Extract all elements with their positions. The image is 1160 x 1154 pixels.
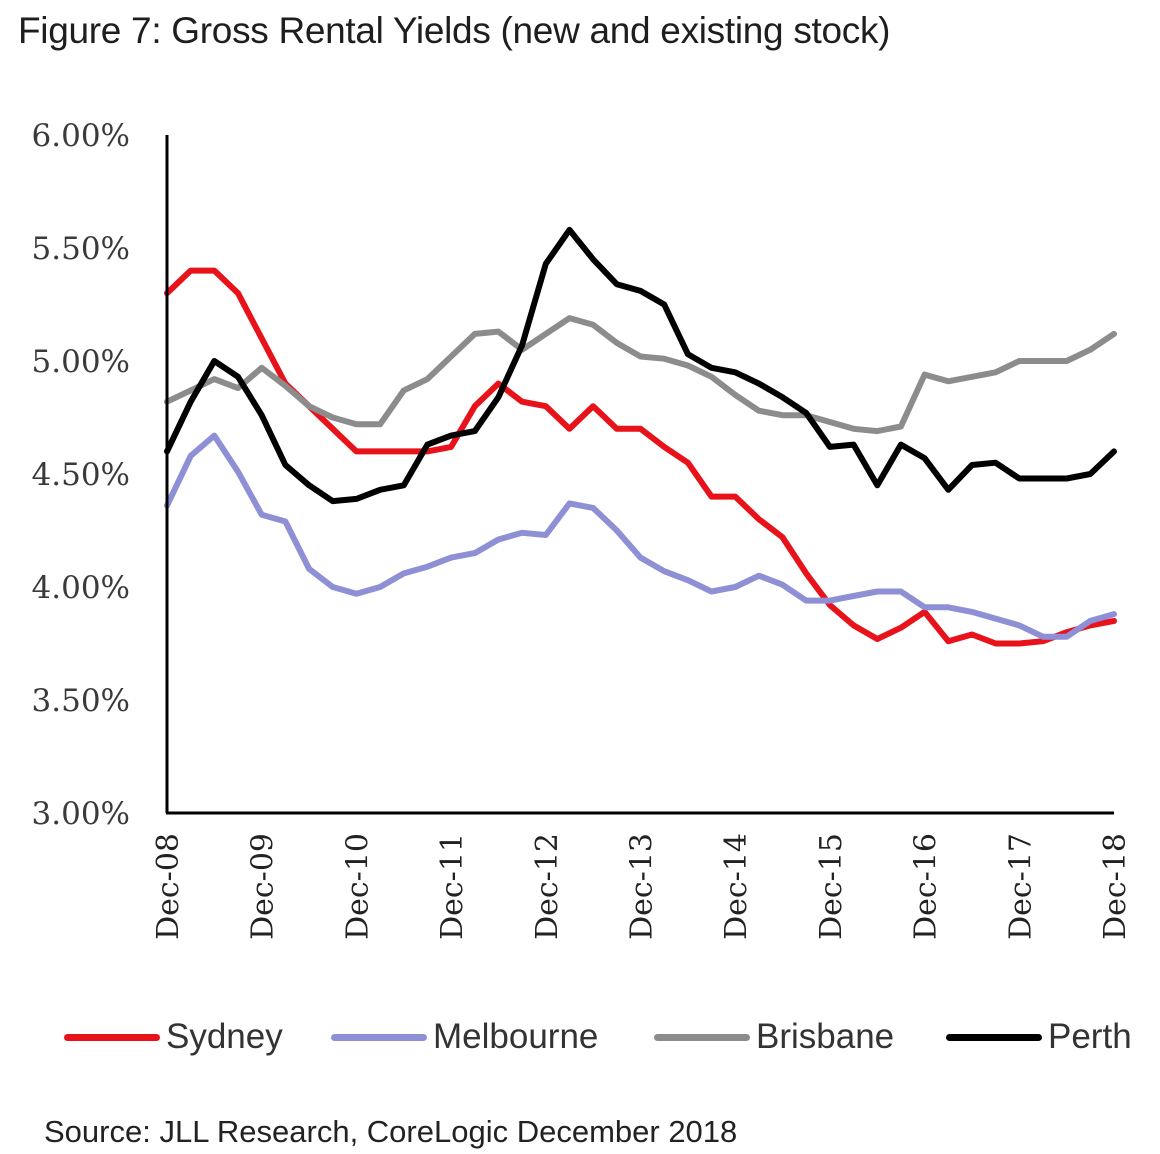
y-tick-label: 5.50% [32, 231, 130, 267]
legend-item-sydney: Sydney [64, 1012, 283, 1062]
x-tick-label: Dec-11 [435, 833, 470, 940]
x-tick-label: Dec-16 [909, 833, 944, 940]
x-tick-label: Dec-14 [719, 833, 754, 940]
y-tick-label: 4.00% [32, 570, 130, 606]
y-tick-label: 6.00% [32, 118, 130, 154]
series-line-melbourne [164, 432, 1117, 640]
x-tick-label: Dec-15 [814, 833, 849, 940]
legend-item-perth: Perth [946, 1012, 1132, 1062]
series-layer [164, 226, 1117, 647]
x-tick-label: Dec-18 [1098, 833, 1133, 940]
x-tick-label: Dec-08 [151, 833, 186, 940]
legend-item-melbourne: Melbourne [331, 1012, 598, 1062]
legend: Sydney Melbourne Brisbane Perth [0, 1012, 1160, 1062]
y-tick-label: 3.00% [32, 796, 130, 832]
series-line-perth [164, 226, 1117, 505]
x-tick-label: Dec-12 [530, 833, 565, 940]
legend-swatch-perth [946, 1033, 1042, 1041]
y-tick-label: 3.50% [32, 683, 130, 719]
series-line-sydney [164, 267, 1117, 647]
legend-label-brisbane: Brisbane [756, 1017, 895, 1056]
legend-label-melbourne: Melbourne [433, 1017, 599, 1056]
x-tick-label: Dec-13 [625, 833, 660, 940]
x-tick-label: Dec-17 [1003, 833, 1038, 940]
x-tick-labels: Dec-08 Dec-09 Dec-10 Dec-11 Dec-12 Dec-13 Dec-… [151, 833, 1133, 940]
legend-swatch-brisbane [654, 1033, 750, 1041]
legend-label-perth: Perth [1048, 1017, 1132, 1056]
x-tick-label: Dec-10 [340, 833, 375, 940]
y-tick-label: 4.50% [32, 457, 130, 493]
legend-label-sydney: Sydney [166, 1017, 283, 1056]
legend-swatch-sydney [64, 1033, 160, 1041]
y-tick-label: 5.00% [32, 344, 130, 380]
chart-title: Figure 7: Gross Rental Yields (new and e… [18, 10, 891, 51]
series-line-brisbane [164, 315, 1117, 435]
legend-item-brisbane: Brisbane [654, 1012, 894, 1062]
x-tick-label: Dec-09 [246, 833, 281, 940]
legend-swatch-melbourne [331, 1033, 427, 1041]
y-tick-labels: 3.00% 3.50% 4.00% 4.50% 5.00% 5.50% 6.00% [32, 118, 130, 832]
source-note: Source: JLL Research, CoreLogic December… [44, 1114, 738, 1149]
